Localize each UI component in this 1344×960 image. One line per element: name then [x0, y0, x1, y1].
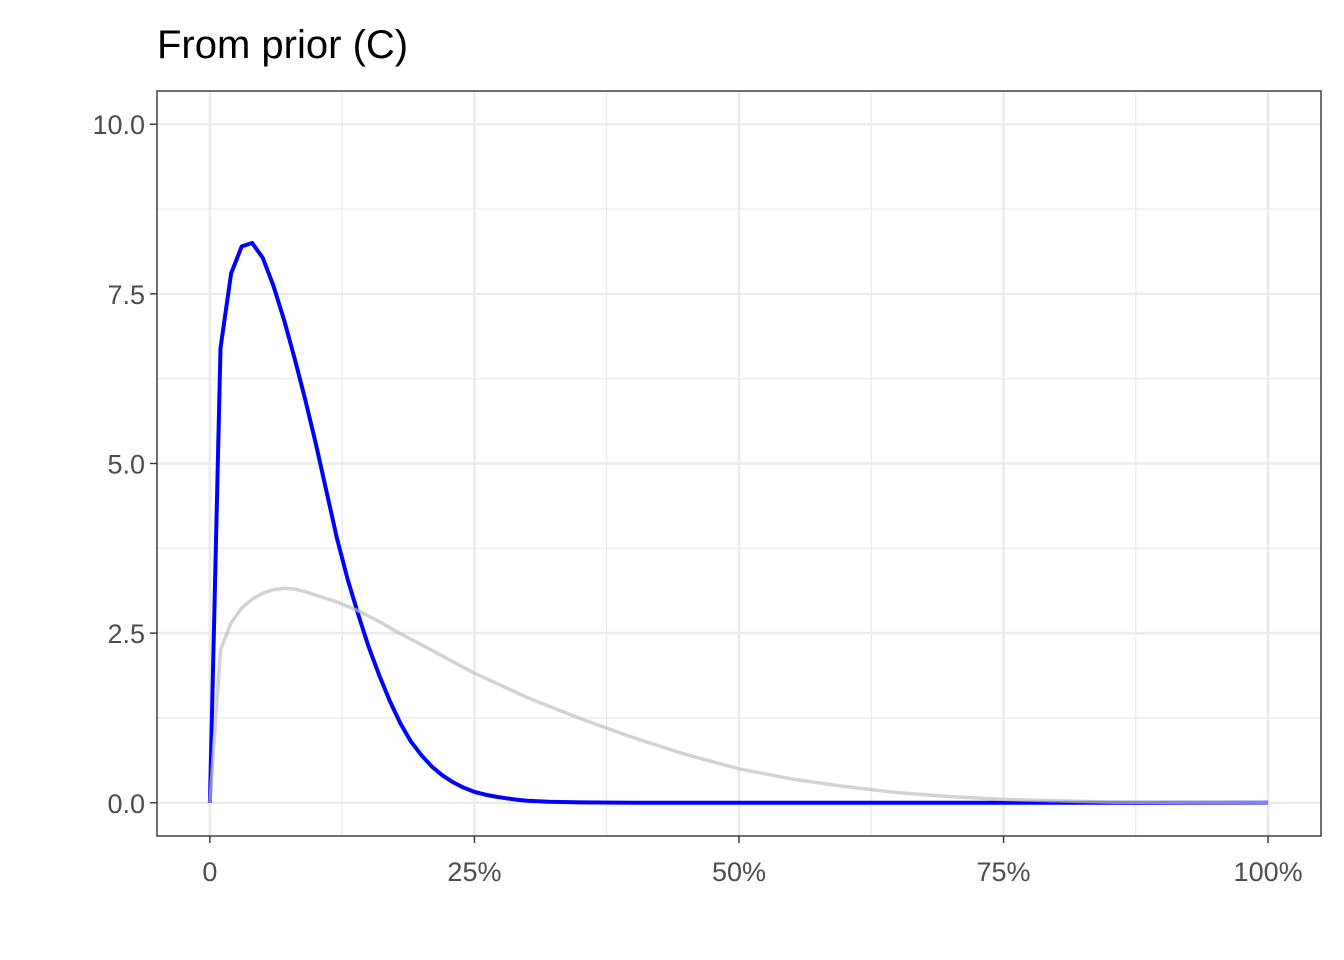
chart-title: From prior (C): [157, 23, 408, 67]
series-line-1: [208, 586, 1269, 805]
series-line-0: [207, 241, 1269, 805]
series-lines: [207, 241, 1269, 805]
x-tick-label: 25%: [447, 857, 501, 887]
x-tick-label: 0: [202, 857, 217, 887]
y-tick-label: 7.5: [107, 280, 145, 310]
y-tick-label: 10.0: [92, 110, 145, 140]
x-tick-label: 75%: [977, 857, 1031, 887]
y-tick-label: 0.0: [107, 789, 145, 819]
y-tick-label: 5.0: [107, 450, 145, 480]
grid: [157, 91, 1321, 836]
axes: 0 25% 50% 75% 100% 0.0 2.5 5.0 7.5 10.0: [92, 110, 1302, 887]
x-tick-label: 50%: [712, 857, 766, 887]
y-tick-label: 2.5: [107, 619, 145, 649]
x-tick-label: 100%: [1234, 857, 1303, 887]
